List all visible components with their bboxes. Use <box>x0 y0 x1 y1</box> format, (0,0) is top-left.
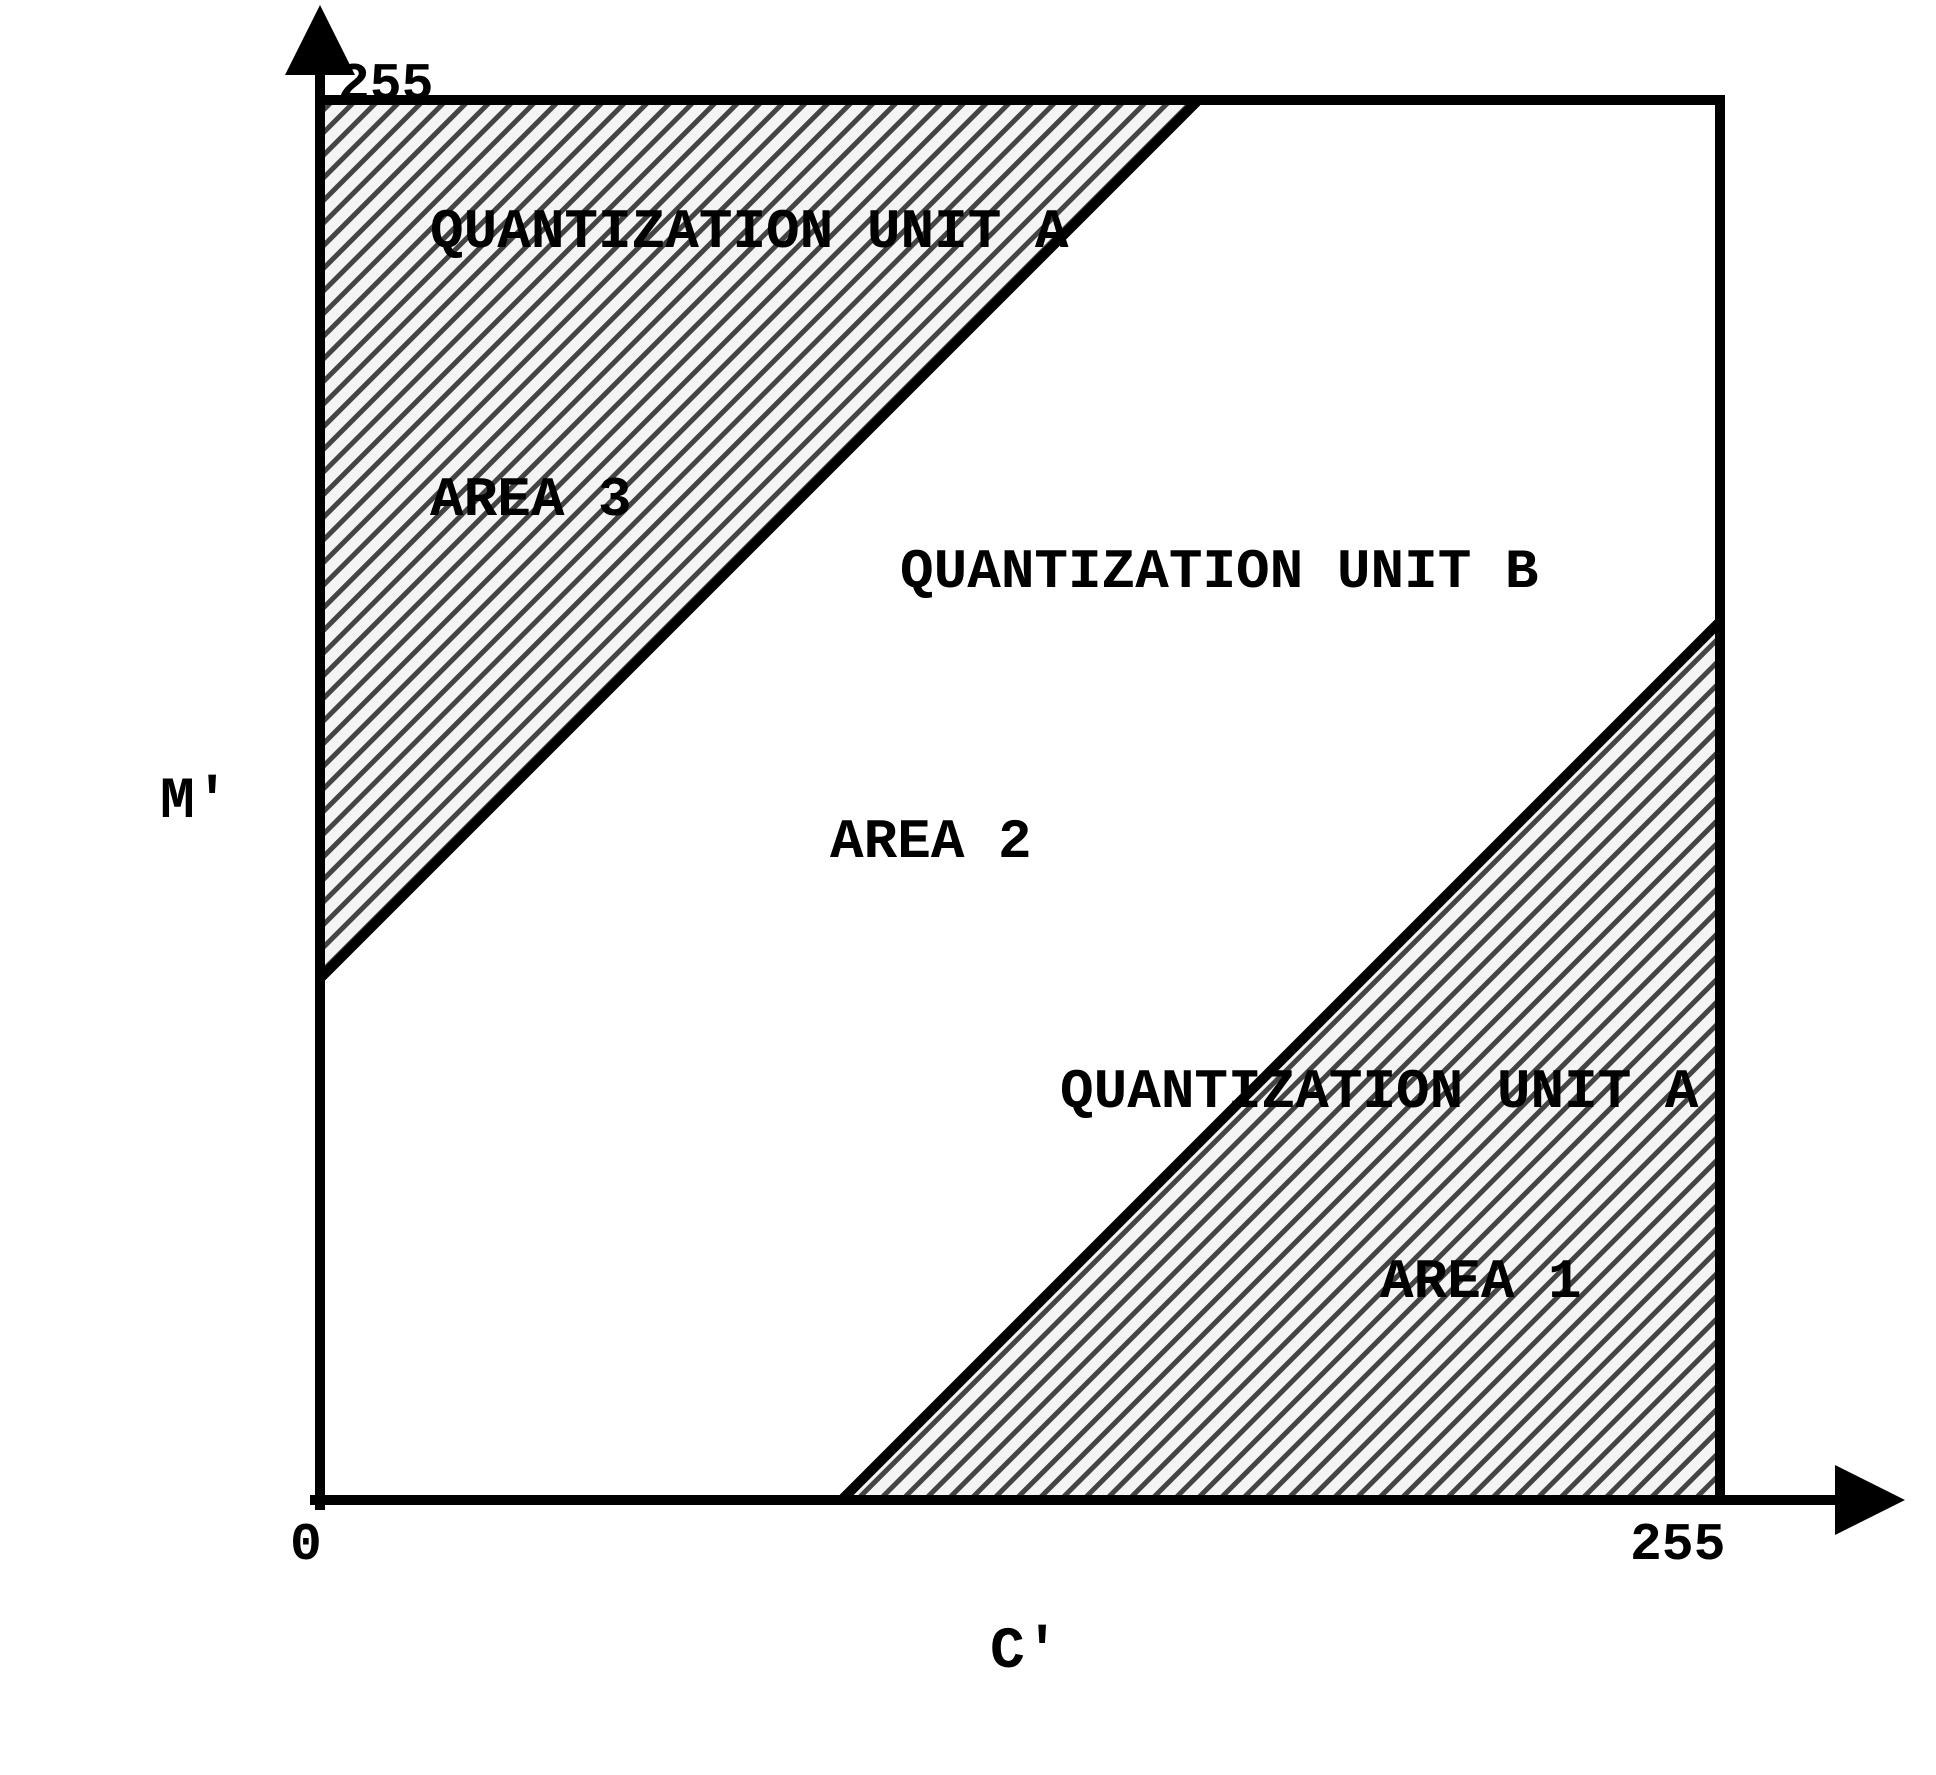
region3-subtitle: AREA 3 <box>430 468 632 532</box>
diagram-svg <box>0 0 1936 1775</box>
x-axis-label: C′ <box>990 1620 1060 1685</box>
y-axis-label: M′ <box>160 770 230 835</box>
figure-root: 0 255 255 C′ M′ QUANTIZATION UNIT A AREA… <box>0 0 1936 1775</box>
tick-y-max: 255 <box>338 55 433 115</box>
region1-subtitle: AREA 1 <box>1380 1250 1582 1314</box>
region2-title: QUANTIZATION UNIT B <box>900 540 1539 604</box>
region2-subtitle: AREA 2 <box>830 810 1032 874</box>
region3-title-text: QUANTIZATION UNIT A <box>430 200 1069 264</box>
region1-subtitle-text: AREA 1 <box>1380 1250 1582 1314</box>
tick-x-max: 255 <box>1630 1515 1725 1575</box>
region1-title-text: QUANTIZATION UNIT A <box>1060 1060 1699 1124</box>
region1-title: QUANTIZATION UNIT A <box>1060 1060 1699 1124</box>
tick-origin: 0 <box>290 1515 322 1575</box>
region3-subtitle-text: AREA 3 <box>430 468 632 532</box>
region3-title: QUANTIZATION UNIT A <box>430 200 1069 264</box>
